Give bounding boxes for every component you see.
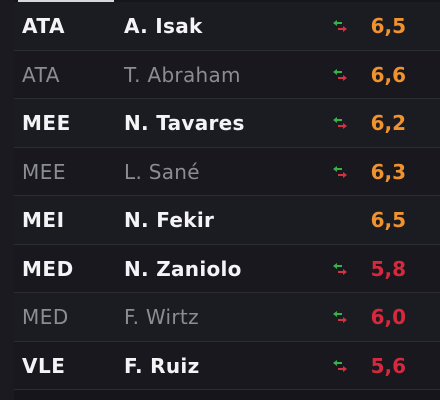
player-name: L. Sané xyxy=(124,159,200,184)
player-position: ATA xyxy=(22,62,60,87)
player-list: ATA A. Isak 6,5 ATA T. Abraham 6,6 MEE N… xyxy=(14,2,440,390)
player-row[interactable]: VLE F. Ruiz 5,6 xyxy=(14,341,440,390)
player-position: MEE xyxy=(22,111,71,135)
player-row[interactable]: MED N. Zaniolo 5,8 xyxy=(14,244,440,293)
substitution-icon xyxy=(333,20,347,32)
player-position: VLE xyxy=(22,353,66,378)
substitution-icon xyxy=(333,311,347,323)
player-rating: 6,0 xyxy=(370,305,406,329)
player-position: ATA xyxy=(22,14,65,38)
player-position: MED xyxy=(22,256,74,281)
player-rating: 6,5 xyxy=(370,208,406,232)
player-position: MEE xyxy=(22,159,67,184)
substitution-icon xyxy=(333,262,347,275)
player-position: MED xyxy=(22,305,69,329)
player-name: A. Isak xyxy=(124,14,203,38)
player-row[interactable]: ATA T. Abraham 6,6 xyxy=(14,50,440,99)
player-rating: 6,5 xyxy=(370,14,406,38)
player-name: N. Fekir xyxy=(124,208,215,232)
player-rating: 6,6 xyxy=(370,62,406,87)
substitution-icon xyxy=(333,165,347,178)
player-name: F. Ruiz xyxy=(124,353,200,378)
player-rating: 6,2 xyxy=(370,111,406,135)
player-rating: 6,3 xyxy=(370,159,406,184)
substitution-icon xyxy=(333,359,347,372)
player-name: N. Tavares xyxy=(124,111,245,135)
player-row[interactable]: MEE L. Sané 6,3 xyxy=(14,147,440,196)
player-name: N. Zaniolo xyxy=(124,256,242,281)
player-row[interactable]: MED F. Wirtz 6,0 xyxy=(14,293,440,342)
substitution-icon xyxy=(333,68,347,81)
player-name: F. Wirtz xyxy=(124,305,199,329)
player-name: T. Abraham xyxy=(124,62,241,87)
player-position: MEI xyxy=(22,208,65,232)
player-rating: 5,8 xyxy=(370,256,406,281)
left-edge-strip xyxy=(0,0,14,400)
player-row[interactable]: MEI N. Fekir 6,5 xyxy=(14,196,440,245)
player-row[interactable]: MEE N. Tavares 6,2 xyxy=(14,99,440,148)
active-tab-indicator xyxy=(18,0,114,2)
player-row[interactable]: ATA A. Isak 6,5 xyxy=(14,2,440,51)
player-rating: 5,6 xyxy=(370,353,406,378)
substitution-icon xyxy=(333,117,347,129)
